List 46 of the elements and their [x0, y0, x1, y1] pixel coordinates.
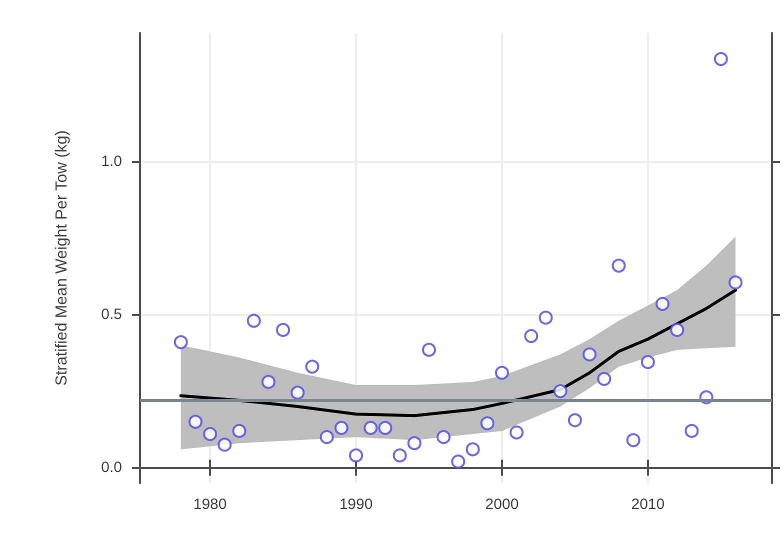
point [714, 52, 728, 66]
x-tick-label: 1990 [339, 496, 373, 513]
point [670, 322, 684, 337]
point [290, 386, 305, 400]
point [407, 436, 422, 450]
point [364, 420, 378, 435]
point [524, 329, 538, 344]
point [218, 438, 232, 452]
x-tick-label: 2000 [485, 496, 519, 513]
point [684, 424, 699, 438]
point [612, 258, 626, 273]
point [378, 420, 392, 435]
y-tick-label: 0.5 [101, 306, 122, 324]
y-tick-label: 1.0 [101, 153, 122, 170]
point [349, 448, 364, 462]
point [597, 372, 612, 386]
point [640, 355, 655, 370]
point [305, 360, 320, 374]
point [203, 427, 218, 442]
point [568, 413, 582, 428]
point [494, 366, 509, 380]
point [392, 448, 407, 462]
point [480, 416, 494, 430]
point [334, 420, 348, 435]
point [451, 454, 466, 469]
point [174, 335, 188, 350]
point [466, 442, 480, 456]
point [422, 342, 436, 357]
x-tick-label: 2010 [631, 496, 665, 513]
point [510, 425, 524, 440]
point [232, 424, 246, 438]
point [246, 314, 261, 328]
point [276, 322, 290, 337]
point [436, 430, 451, 444]
point [553, 384, 568, 398]
point [188, 414, 202, 429]
y-axis-title: Stratified Mean Weight Per Tow (kg) [54, 130, 70, 386]
x-tick-label: 1980 [193, 496, 227, 513]
point [320, 430, 334, 444]
point [728, 275, 743, 290]
point [626, 433, 640, 448]
point [261, 374, 276, 389]
point [538, 310, 553, 325]
point [582, 347, 597, 362]
point [656, 296, 670, 311]
y-tick-label: 0.0 [101, 459, 122, 476]
